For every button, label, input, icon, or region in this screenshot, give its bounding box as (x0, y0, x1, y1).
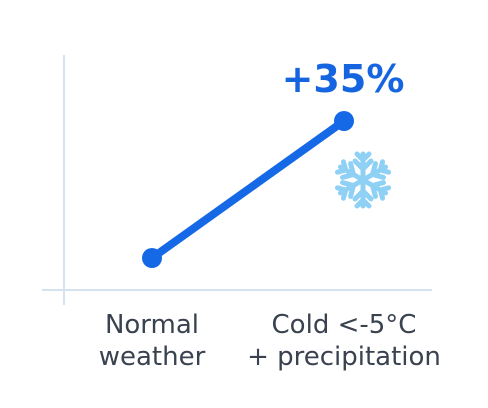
x-tick-label: Cold <-5°C + precipitation (247, 310, 441, 372)
series-layer (142, 111, 354, 268)
snowflake-icon (334, 151, 392, 209)
x-tick-label: Normal weather (99, 310, 206, 372)
series-line (148, 117, 348, 262)
value-annotation: +35% (282, 57, 405, 101)
x-tick-labels: Normal weather Cold <-5°C + precipitation (99, 310, 441, 372)
data-point (334, 111, 354, 131)
data-point (142, 248, 162, 268)
